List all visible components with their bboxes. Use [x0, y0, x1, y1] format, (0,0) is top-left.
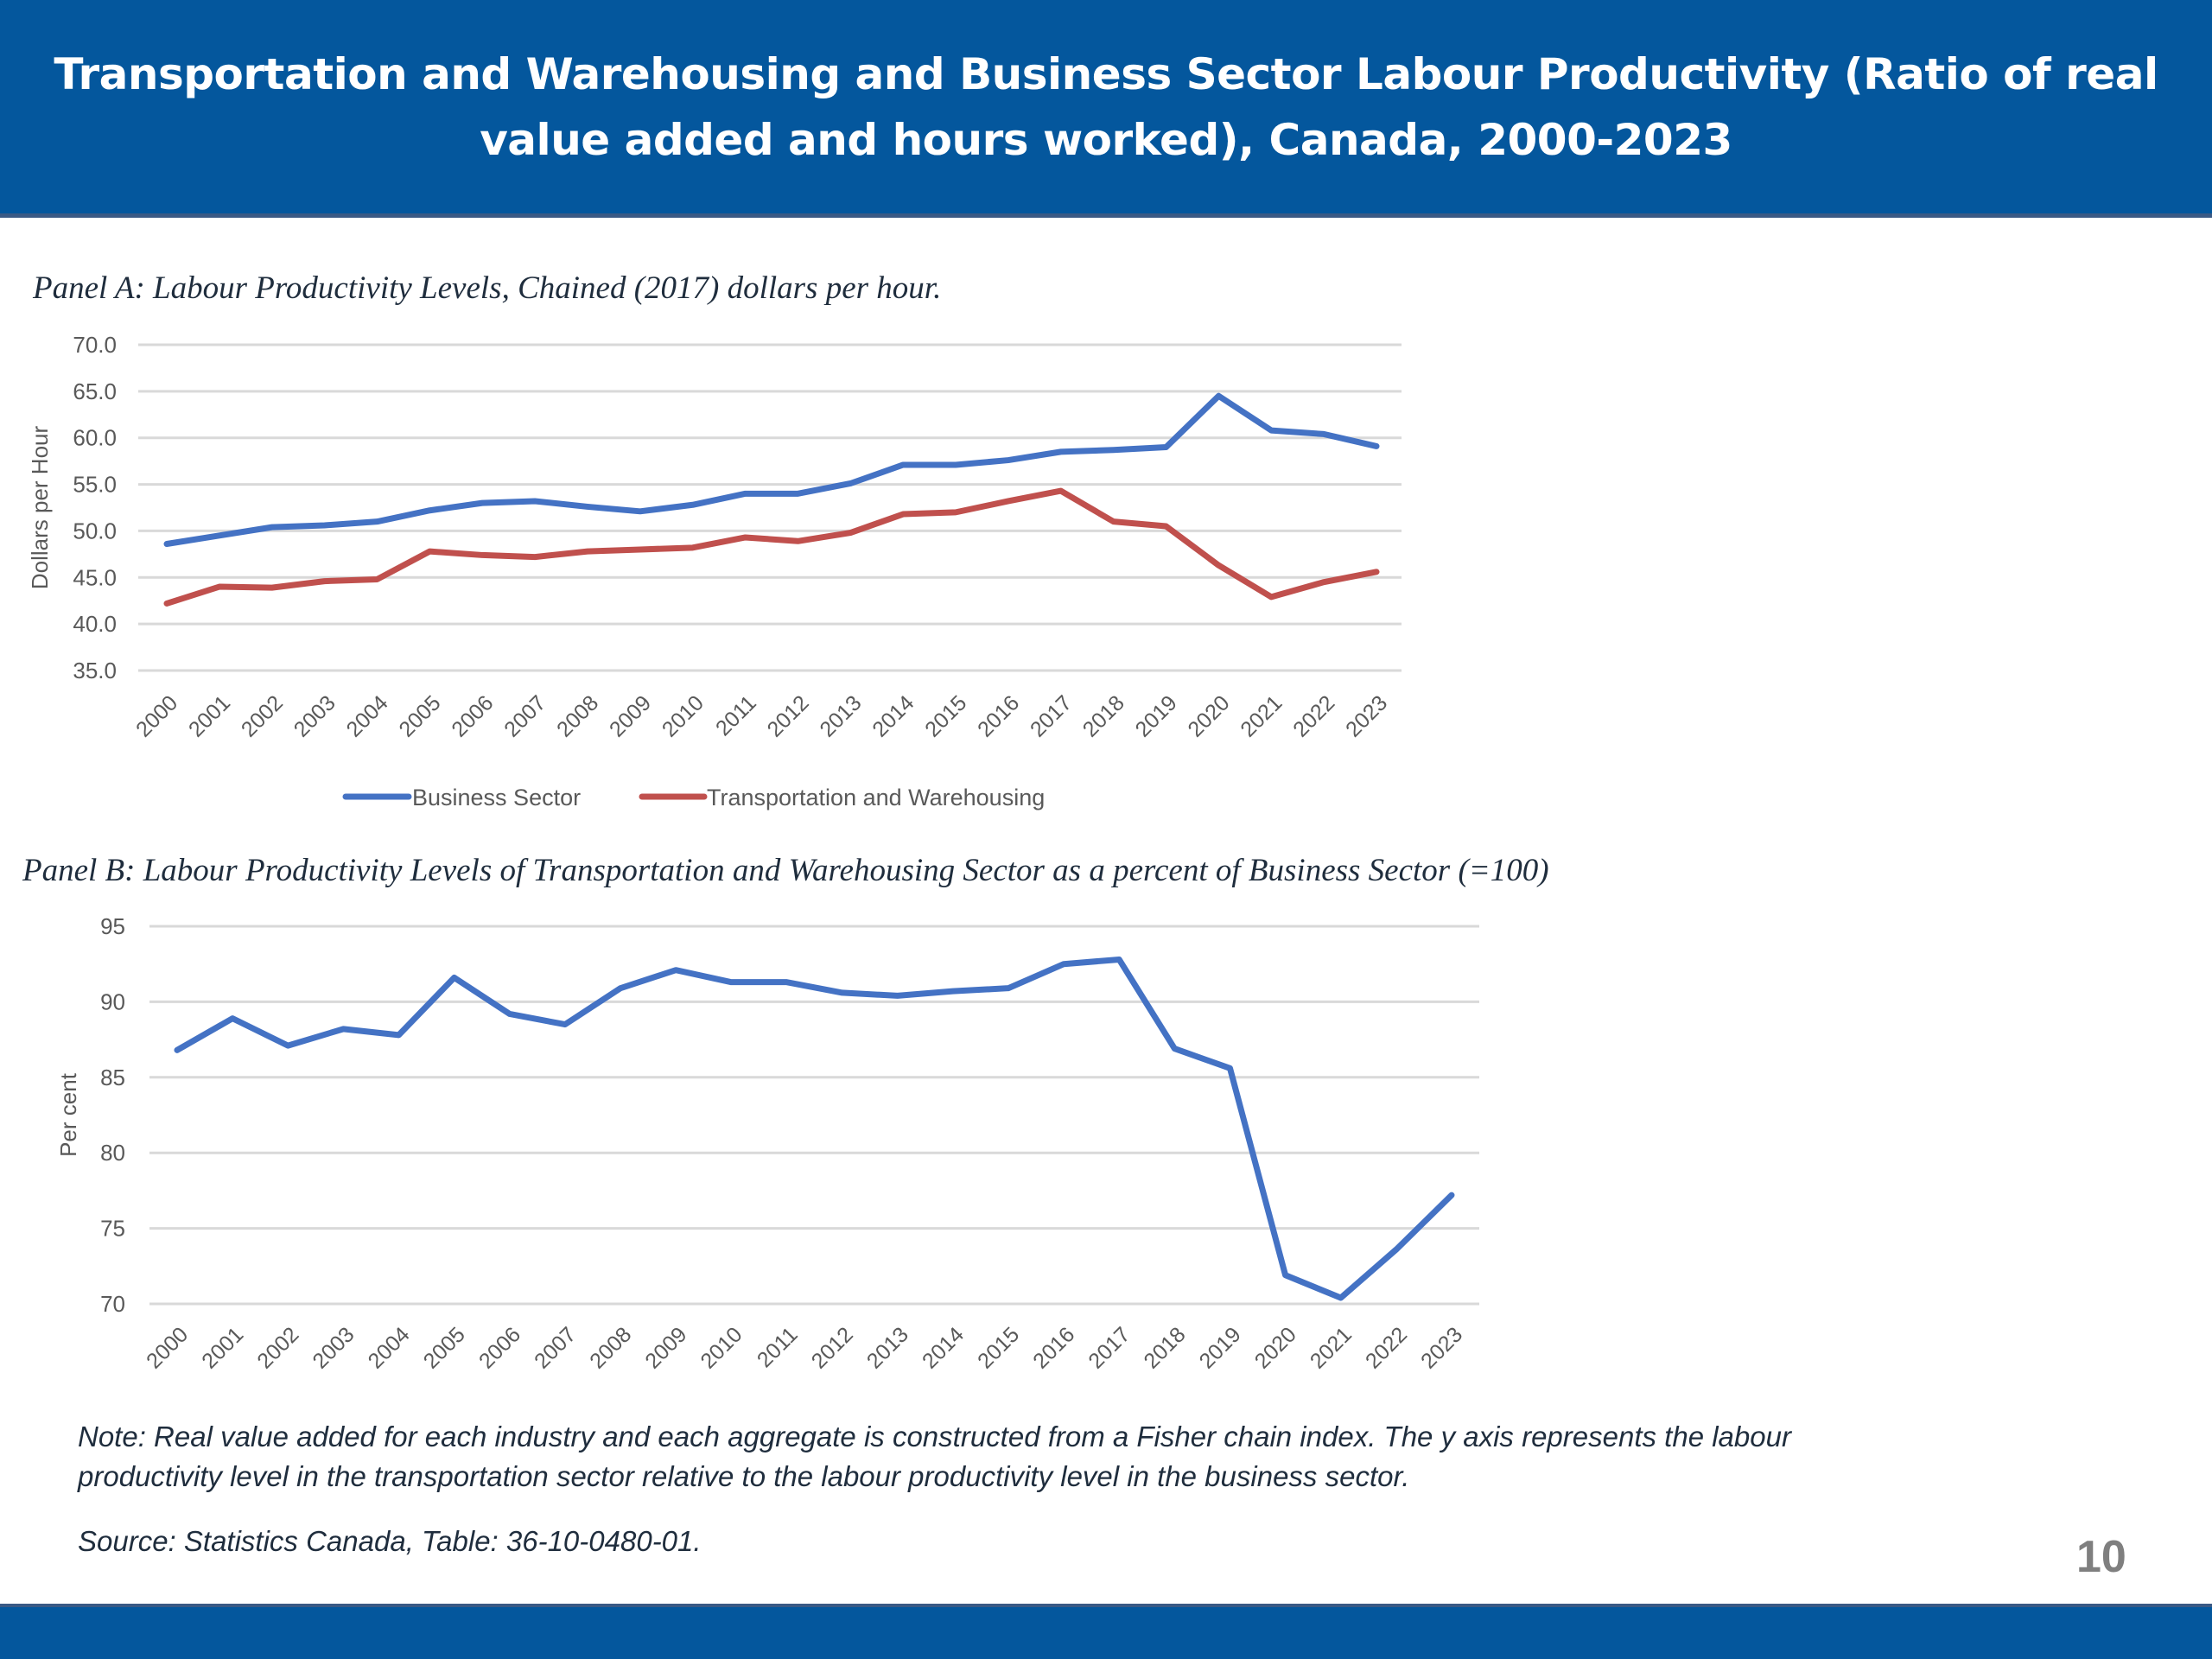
- x-tick-label: 2005: [419, 1322, 470, 1373]
- x-tick-label: 2001: [197, 1322, 248, 1373]
- x-tick-label: 2009: [640, 1322, 691, 1373]
- chart-note: Note: Real value added for each industry…: [78, 1421, 1791, 1492]
- y-tick-label: 40.0: [73, 611, 117, 637]
- x-tick-label: 2018: [1078, 690, 1129, 741]
- x-tick-label: 2001: [184, 690, 235, 741]
- y-axis-label: Per cent: [55, 1072, 81, 1157]
- x-tick-label: 2014: [868, 690, 918, 741]
- x-tick-label: 2007: [499, 690, 550, 741]
- x-tick-label: 2004: [364, 1322, 415, 1373]
- x-tick-label: 2022: [1288, 690, 1339, 741]
- x-tick-label: 2006: [447, 690, 498, 741]
- x-tick-label: 2013: [862, 1322, 913, 1373]
- x-tick-label: 2003: [289, 690, 340, 741]
- y-tick-label: 80: [100, 1140, 125, 1166]
- x-tick-label: 2019: [1195, 1322, 1246, 1373]
- x-tick-label: 2010: [658, 690, 709, 741]
- series-line-2: [163, 487, 1380, 607]
- panel-a-chart: 35.0 40.0 45.0 50.0 55.0 60.0 65.0 70.0 Dollars …: [27, 332, 1402, 810]
- x-tick-label: 2022: [1361, 1322, 1412, 1373]
- footer-band: [0, 1604, 2212, 1659]
- x-tick-label: 2018: [1139, 1322, 1190, 1373]
- x-tick-label: 2011: [711, 690, 761, 741]
- x-tick-label: 2020: [1184, 690, 1235, 741]
- x-tick-label: 2015: [920, 690, 971, 741]
- x-tick-label: 2000: [142, 1322, 193, 1373]
- x-tick-label: 2003: [308, 1322, 359, 1373]
- x-tick-label: 2008: [552, 690, 603, 741]
- y-tick-label: 75: [100, 1216, 125, 1242]
- x-tick-label: 2012: [807, 1322, 858, 1373]
- x-tick-label: 2016: [1028, 1322, 1079, 1373]
- x-tick-label: 2023: [1341, 690, 1392, 741]
- x-tick-label: 2005: [394, 690, 445, 741]
- y-tick-label: 95: [100, 913, 125, 939]
- x-tick-label: 2015: [973, 1322, 1024, 1373]
- x-tick-label: 2016: [973, 690, 1024, 741]
- x-tick-label: 2023: [1416, 1322, 1467, 1373]
- y-tick-label: 60.0: [73, 425, 117, 451]
- x-tick-label: 2000: [131, 690, 182, 741]
- x-tick-label: 2013: [815, 690, 866, 741]
- y-tick-label: 55.0: [73, 472, 117, 498]
- x-tick-label: 2019: [1131, 690, 1182, 741]
- x-tick-label: 2017: [1084, 1322, 1135, 1373]
- x-tick-label: 2004: [342, 690, 393, 741]
- y-tick-label: 85: [100, 1065, 125, 1090]
- page-number: 10: [2076, 1532, 2126, 1582]
- series-line-1: [174, 956, 1455, 1301]
- x-tick-label: 2012: [763, 690, 814, 741]
- x-tick-label: 2006: [474, 1322, 525, 1373]
- x-tick-label: 2011: [753, 1322, 803, 1372]
- y-tick-label: 70: [100, 1291, 125, 1317]
- x-tick-label: 2014: [918, 1322, 969, 1373]
- x-tick-label: 2007: [530, 1322, 581, 1373]
- y-tick-label: 70.0: [73, 332, 117, 358]
- title-banner: Transportation and Warehousing and Busin…: [0, 0, 2212, 218]
- x-tick-label: 2017: [1026, 690, 1077, 741]
- y-axis-label: Dollars per Hour: [27, 426, 53, 590]
- legend-label-business-sector: Business Sector: [412, 785, 581, 810]
- x-tick-label: 2002: [237, 690, 288, 741]
- y-tick-label: 45.0: [73, 564, 117, 590]
- x-tick-label: 2009: [605, 690, 656, 741]
- y-tick-label: 65.0: [73, 378, 117, 404]
- series-line-1: [163, 392, 1380, 548]
- chart-source: Source: Statistics Canada, Table: 36-10-…: [78, 1525, 702, 1557]
- x-tick-label: 2021: [1306, 1322, 1357, 1373]
- panel-a-title: Panel A: Labour Productivity Levels, Cha…: [33, 270, 942, 306]
- y-tick-label: 90: [100, 988, 125, 1014]
- panel-b-title: Panel B: Labour Productivity Levels of T…: [22, 853, 1549, 888]
- y-tick-label: 35.0: [73, 658, 117, 683]
- x-tick-label: 2020: [1250, 1322, 1301, 1373]
- slide-title: Transportation and Warehousing and Busin…: [54, 48, 2158, 165]
- legend-label-transportation: Transportation and Warehousing: [707, 785, 1045, 810]
- x-tick-label: 2010: [696, 1322, 747, 1373]
- x-tick-label: 2021: [1236, 690, 1287, 741]
- x-tick-label: 2008: [585, 1322, 636, 1373]
- panel-b-chart: 70 75 80 85 90 95 Per cent 2000 2001 2002 2003 2004…: [55, 913, 1479, 1374]
- x-tick-label: 2002: [252, 1322, 303, 1373]
- y-tick-label: 50.0: [73, 518, 117, 543]
